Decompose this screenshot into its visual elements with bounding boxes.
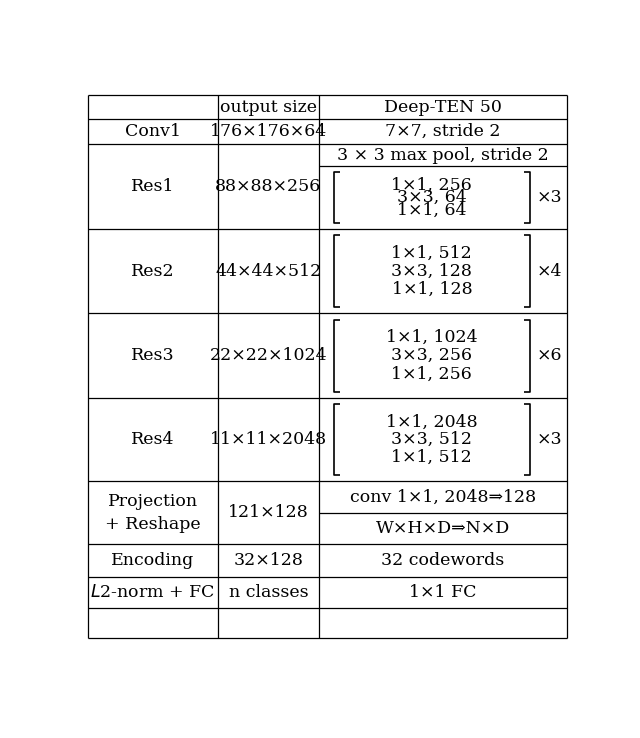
Text: 1×1, 256: 1×1, 256: [392, 176, 472, 193]
Text: Res4: Res4: [131, 431, 175, 448]
Text: ×3: ×3: [537, 431, 563, 448]
Text: 1×1, 1024: 1×1, 1024: [386, 329, 477, 346]
Text: Res2: Res2: [131, 263, 175, 280]
Text: n classes: n classes: [228, 584, 308, 601]
Text: 11×11×2048: 11×11×2048: [210, 431, 327, 448]
Text: Res3: Res3: [131, 348, 175, 365]
Text: 1×1, 256: 1×1, 256: [392, 365, 472, 382]
Text: 44×44×512: 44×44×512: [215, 263, 321, 280]
Text: W×H×D⇒N×D: W×H×D⇒N×D: [376, 520, 510, 537]
Text: 7×7, stride 2: 7×7, stride 2: [385, 123, 500, 140]
Text: 3×3, 512: 3×3, 512: [391, 431, 472, 448]
Text: output size: output size: [220, 99, 317, 116]
Text: 32×128: 32×128: [234, 552, 303, 569]
Text: + Reshape: + Reshape: [105, 516, 201, 533]
Text: Res1: Res1: [131, 178, 175, 195]
Text: 1×1 FC: 1×1 FC: [409, 584, 476, 601]
Text: $L$2-norm + FC: $L$2-norm + FC: [90, 584, 215, 601]
Text: 1×1, 512: 1×1, 512: [392, 244, 472, 261]
Text: 3×3, 64: 3×3, 64: [397, 189, 467, 206]
Text: conv 1×1, 2048⇒128: conv 1×1, 2048⇒128: [349, 489, 536, 506]
Text: 1×1, 2048: 1×1, 2048: [386, 413, 477, 430]
Text: 1×1, 64: 1×1, 64: [397, 201, 467, 218]
Text: 32 codewords: 32 codewords: [381, 552, 504, 569]
Text: 3 × 3 max pool, stride 2: 3 × 3 max pool, stride 2: [337, 147, 548, 164]
Text: 3×3, 256: 3×3, 256: [391, 348, 472, 365]
Text: 1×1, 512: 1×1, 512: [392, 449, 472, 466]
Text: Deep-TEN 50: Deep-TEN 50: [384, 99, 502, 116]
Text: Projection: Projection: [108, 493, 198, 510]
Text: 1×1, 128: 1×1, 128: [392, 280, 472, 297]
Text: 3×3, 128: 3×3, 128: [392, 263, 472, 280]
Text: ×6: ×6: [537, 348, 563, 365]
Text: ×3: ×3: [537, 189, 563, 206]
Text: 22×22×1024: 22×22×1024: [209, 348, 327, 365]
Text: ×4: ×4: [537, 263, 563, 280]
Text: Conv1: Conv1: [125, 123, 181, 140]
Text: Encoding: Encoding: [111, 552, 195, 569]
Text: 121×128: 121×128: [228, 504, 308, 521]
Text: 176×176×64: 176×176×64: [210, 123, 327, 140]
Text: 88×88×256: 88×88×256: [215, 178, 321, 195]
